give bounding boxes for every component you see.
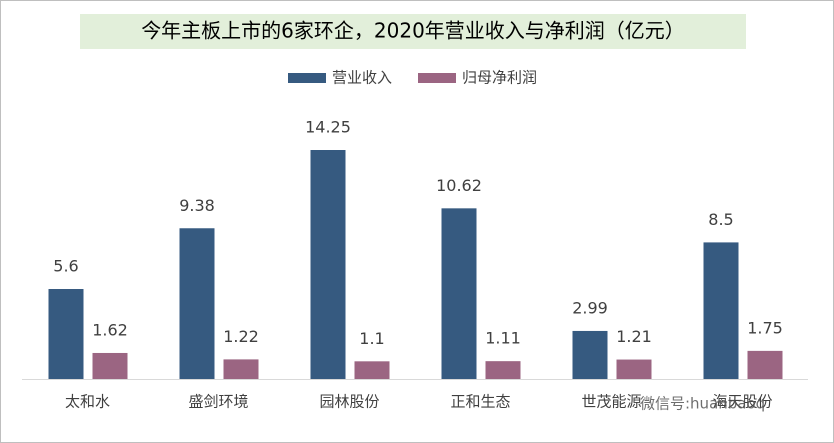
x-tick-label: 正和生态 bbox=[450, 393, 510, 411]
data-label: 9.38 bbox=[179, 196, 215, 215]
x-tick-label: 园林股份 bbox=[319, 393, 379, 411]
x-tick-label: 太和水 bbox=[65, 393, 110, 411]
bar bbox=[92, 352, 128, 379]
legend-label: 营业收入 bbox=[332, 69, 392, 87]
data-label: 1.22 bbox=[223, 327, 259, 346]
watermark: 微信号:huanbaoq bbox=[640, 395, 765, 413]
legend-swatch bbox=[418, 73, 456, 83]
data-label: 1.62 bbox=[92, 320, 128, 339]
bar bbox=[572, 330, 608, 379]
bar bbox=[485, 361, 521, 379]
bar bbox=[616, 359, 652, 379]
x-tick-label: 海天股份 bbox=[712, 393, 772, 411]
data-label: 1.1 bbox=[359, 329, 384, 348]
x-tick-label: 世茂能源 bbox=[581, 393, 641, 411]
bar bbox=[703, 242, 739, 379]
bar bbox=[441, 208, 477, 379]
data-label: 5.6 bbox=[53, 257, 78, 276]
x-tick-label: 盛剑环境 bbox=[188, 393, 248, 411]
bar bbox=[747, 350, 783, 379]
bar bbox=[310, 150, 346, 379]
data-label: 10.62 bbox=[436, 176, 482, 195]
data-label: 14.25 bbox=[305, 118, 351, 137]
bar bbox=[48, 289, 84, 379]
legend-label: 归母净利润 bbox=[462, 69, 537, 87]
data-label: 2.99 bbox=[572, 298, 608, 317]
data-label: 8.5 bbox=[708, 210, 733, 229]
title-background bbox=[80, 14, 746, 49]
data-label: 1.21 bbox=[616, 327, 652, 346]
chart-title: 今年主板上市的6家环企，2020年营业收入与净利润（亿元） bbox=[141, 19, 685, 43]
bar bbox=[354, 361, 390, 379]
data-label: 1.75 bbox=[747, 318, 783, 337]
legend-swatch bbox=[288, 73, 326, 83]
bar bbox=[223, 359, 259, 379]
bar bbox=[179, 228, 215, 379]
data-label: 1.11 bbox=[485, 329, 521, 348]
